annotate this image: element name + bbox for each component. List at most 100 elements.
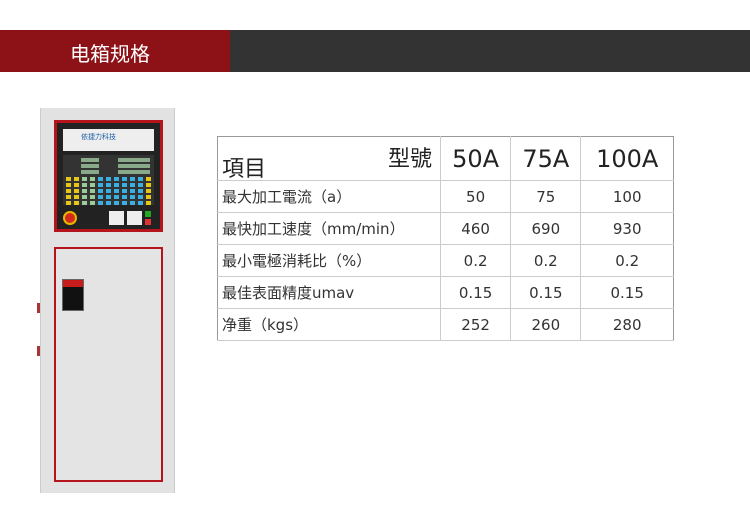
- key-icon: [82, 183, 87, 187]
- key-icon: [74, 189, 79, 193]
- key-icon: [66, 201, 71, 205]
- key-icon: [74, 195, 79, 199]
- cell: 930: [580, 212, 674, 245]
- cell: 0.2: [439, 244, 511, 277]
- row-label: 最快加工速度（mm/min）: [217, 212, 441, 245]
- electric-hazard-sign-icon: [62, 279, 84, 311]
- key-icon: [122, 189, 127, 193]
- model-header-cell: 100A: [580, 136, 674, 181]
- key-icon: [98, 195, 103, 199]
- key-icon: [98, 189, 103, 193]
- cabinet-door: [54, 247, 163, 482]
- key-icon: [146, 189, 151, 193]
- key-icon: [146, 177, 151, 181]
- key-icon: [138, 183, 143, 187]
- key-icon: [74, 183, 79, 187]
- table-row: 净重（kgs） 252 260 280: [217, 308, 674, 341]
- cell: 100: [580, 180, 674, 213]
- cell: 75: [510, 180, 581, 213]
- key-icon: [82, 177, 87, 181]
- key-icon: [82, 201, 87, 205]
- key-icon: [146, 201, 151, 205]
- corner-cell: 項目 型號: [217, 136, 441, 182]
- key-icon: [90, 201, 95, 205]
- key-icon: [90, 177, 95, 181]
- row-label: 最大加工電流（a）: [217, 180, 441, 213]
- table-row: 最小電極消耗比（%） 0.2 0.2 0.2: [217, 244, 674, 277]
- key-icon: [138, 201, 143, 205]
- emergency-stop-icon: [63, 211, 77, 225]
- key-icon: [130, 183, 135, 187]
- key-icon: [122, 201, 127, 205]
- key-icon: [122, 177, 127, 181]
- key-icon: [114, 183, 119, 187]
- model-header-cell: 50A: [439, 136, 511, 181]
- green-button-icon: [145, 211, 151, 217]
- cell: 260: [510, 308, 581, 341]
- key-icon: [90, 189, 95, 193]
- key-icon: [146, 183, 151, 187]
- cell: 252: [439, 308, 511, 341]
- model-header-cell: 75A: [510, 136, 581, 181]
- cell: 0.2: [580, 244, 674, 277]
- key-icon: [106, 189, 111, 193]
- key-icon: [98, 201, 103, 205]
- key-icon: [114, 177, 119, 181]
- cell: 280: [580, 308, 674, 341]
- cabinet-hinge: [37, 346, 40, 356]
- cell: 0.2: [510, 244, 581, 277]
- spec-table: 項目 型號 50A 75A 100A 最大加工電流（a） 50 75 100 最快加工…: [217, 136, 674, 341]
- control-panel: 依捷力科技: [54, 120, 163, 232]
- key-icon: [74, 177, 79, 181]
- row-label: 最小電極消耗比（%）: [217, 244, 441, 277]
- key-icon: [130, 189, 135, 193]
- table-row: 最快加工速度（mm/min） 460 690 930: [217, 212, 674, 245]
- key-icon: [74, 201, 79, 205]
- cell: 50: [439, 180, 511, 213]
- red-button-icon: [145, 219, 151, 225]
- cell: 690: [510, 212, 581, 245]
- key-icon: [106, 201, 111, 205]
- cell: 460: [439, 212, 511, 245]
- electrical-cabinet-image: 依捷力科技: [37, 108, 175, 493]
- display-icon: [81, 158, 99, 162]
- cell: 0.15: [439, 276, 511, 309]
- key-icon: [106, 177, 111, 181]
- section-title: 电箱规格: [70, 42, 150, 66]
- key-icon: [138, 189, 143, 193]
- meter-icon: [127, 211, 142, 225]
- key-icon: [66, 183, 71, 187]
- cell: 0.15: [510, 276, 581, 309]
- key-icon: [122, 183, 127, 187]
- table-row: 最大加工電流（a） 50 75 100: [217, 180, 674, 213]
- key-icon: [146, 195, 151, 199]
- cell: 0.15: [580, 276, 674, 309]
- section-header: 电箱规格: [0, 30, 750, 72]
- row-label: 净重（kgs）: [217, 308, 441, 341]
- display-icon: [81, 170, 99, 174]
- key-icon: [114, 201, 119, 205]
- key-icon: [98, 177, 103, 181]
- model-header: 型號: [387, 147, 432, 172]
- keypad: [63, 155, 154, 205]
- meter-icon: [109, 211, 124, 225]
- display-icon: [118, 164, 150, 168]
- display-icon: [118, 158, 150, 162]
- key-icon: [66, 177, 71, 181]
- cabinet-hinge: [37, 303, 40, 313]
- key-icon: [90, 195, 95, 199]
- key-icon: [114, 189, 119, 193]
- display-icon: [118, 170, 150, 174]
- key-icon: [130, 195, 135, 199]
- key-icon: [98, 183, 103, 187]
- key-icon: [66, 189, 71, 193]
- cabinet-logo: 依捷力科技: [63, 129, 154, 151]
- key-icon: [106, 195, 111, 199]
- key-icon: [138, 195, 143, 199]
- header-accent: [0, 30, 230, 72]
- row-label: 最佳表面精度umav: [217, 276, 441, 309]
- key-icon: [114, 195, 119, 199]
- key-icon: [66, 195, 71, 199]
- key-icon: [130, 201, 135, 205]
- display-icon: [81, 164, 99, 168]
